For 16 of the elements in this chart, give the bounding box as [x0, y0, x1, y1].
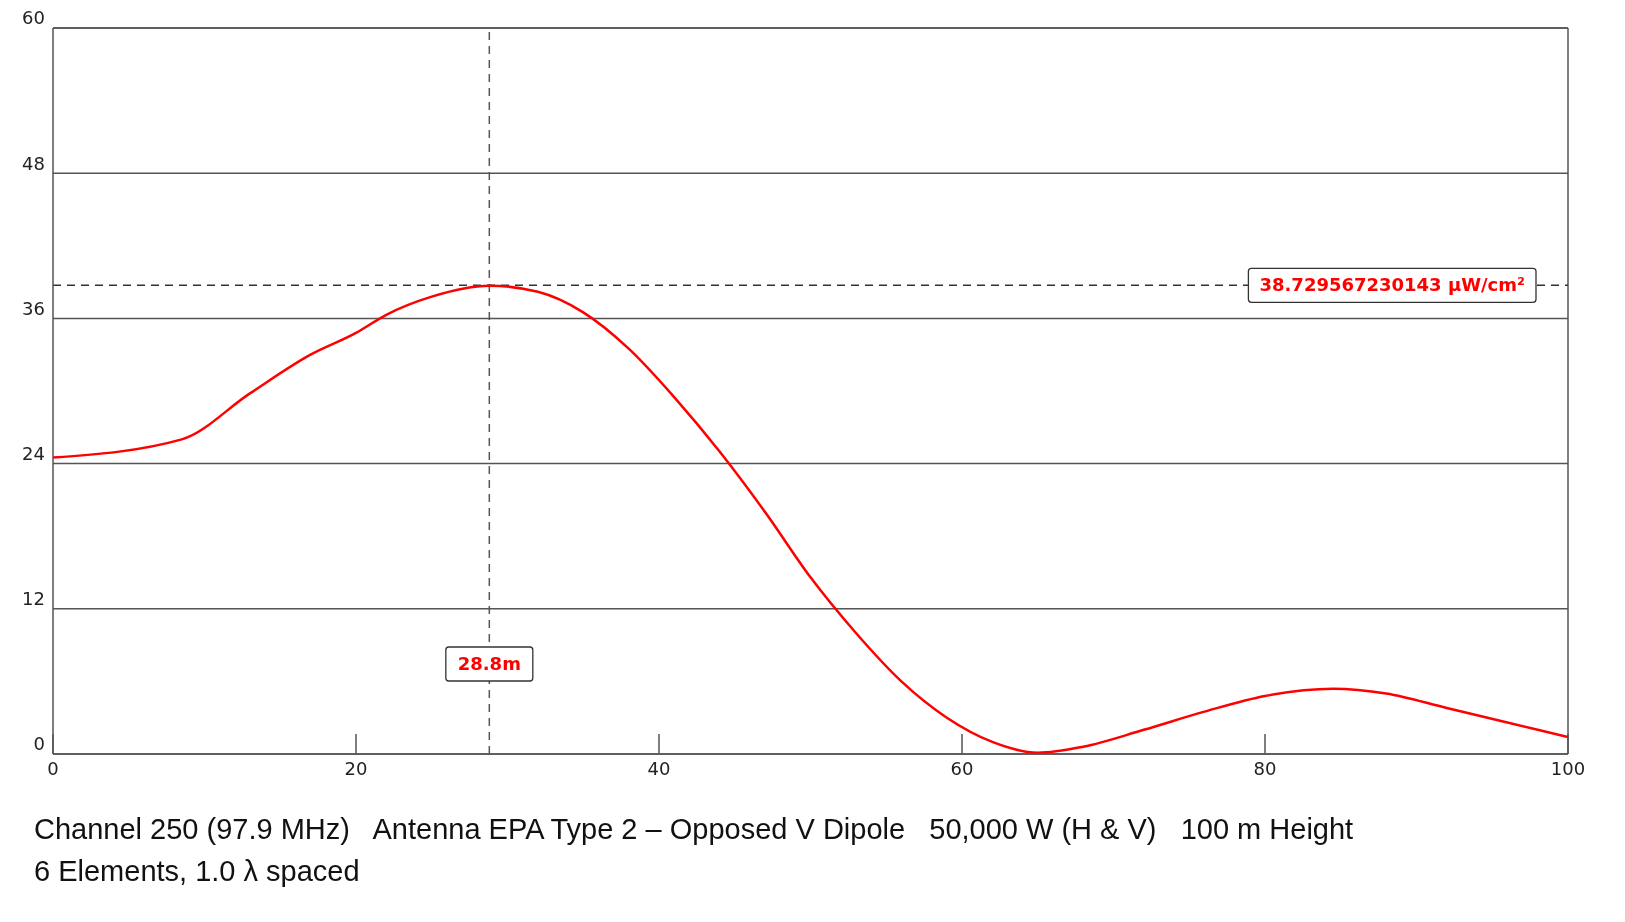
- y-tick-label: 0: [33, 733, 45, 755]
- x-tick-label: 100: [1550, 757, 1586, 779]
- y-tick-label: 24: [22, 442, 45, 464]
- y-tick-label: 60: [22, 7, 45, 29]
- text: Channel 250 (97.9 MHz) Antenna EPA Type 2 – Opposed V Dipole 50,000 W (H & V) 100 m Height: [34, 812, 1355, 847]
- text: 6 Elements, 1.0 λ spaced: [34, 854, 361, 889]
- y-tick-label: 48: [22, 152, 45, 174]
- ref-line-label: 38.729567230143 μW/cm²: [1259, 274, 1525, 296]
- ref-line-label: 28.8m: [457, 653, 521, 674]
- x-tick-label: 20: [344, 757, 368, 779]
- x-tick-label: 80: [1253, 757, 1277, 779]
- x-tick-label: 60: [950, 757, 974, 779]
- x-tick-label: 0: [47, 757, 59, 779]
- x-tick-label: 40: [647, 757, 671, 779]
- y-tick-label: 36: [22, 297, 45, 319]
- y-tick-label: 12: [22, 588, 45, 610]
